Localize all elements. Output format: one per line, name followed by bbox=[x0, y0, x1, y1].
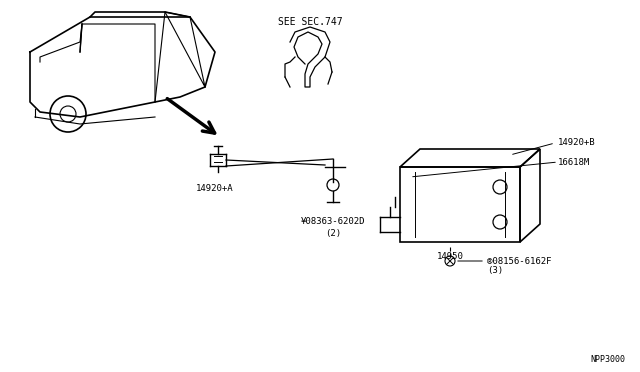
Text: (2): (2) bbox=[325, 229, 341, 238]
Text: 14950: 14950 bbox=[436, 252, 463, 261]
Text: 14920+A: 14920+A bbox=[196, 184, 234, 193]
Text: ¥08363-6202D: ¥08363-6202D bbox=[301, 217, 365, 226]
Text: 14920+B: 14920+B bbox=[558, 138, 596, 147]
Text: 16618M: 16618M bbox=[558, 157, 590, 167]
Text: (3): (3) bbox=[487, 266, 503, 276]
Text: NPP3000: NPP3000 bbox=[590, 355, 625, 364]
Text: SEE SEC.747: SEE SEC.747 bbox=[278, 17, 342, 27]
Text: ®08156-6162F: ®08156-6162F bbox=[487, 257, 552, 266]
